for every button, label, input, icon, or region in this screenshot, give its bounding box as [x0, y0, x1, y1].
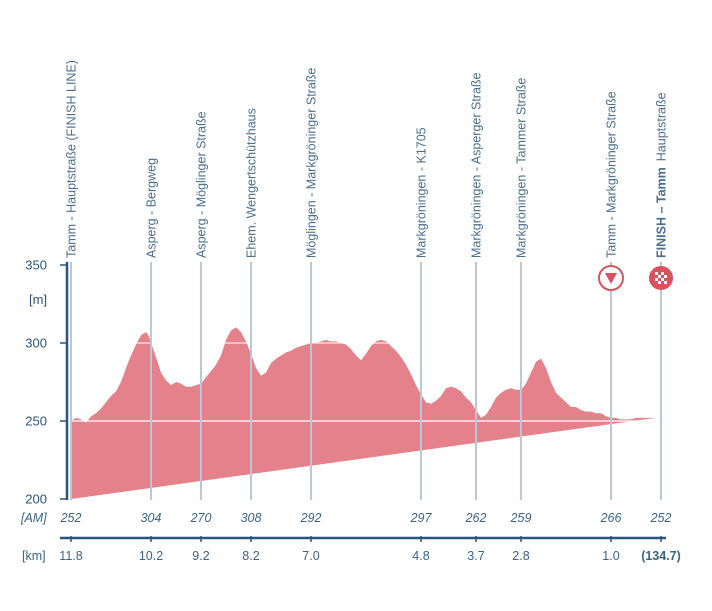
waypoint-km-value: 4.8 [412, 549, 429, 563]
waypoint-altitude-value: 262 [465, 511, 487, 525]
waypoint-altitude-value: 259 [510, 511, 532, 525]
y-axis-unit-label: [m] [29, 292, 47, 307]
waypoint-altitude-value: 308 [241, 511, 262, 525]
axes-layer: 200 250 300 350 [25, 258, 666, 542]
km-row-label: [km] [22, 549, 46, 563]
waypoint-km-value: 7.0 [302, 549, 319, 563]
waypoint-km-value: 2.8 [512, 549, 529, 563]
red-triangle-circle-icon [598, 265, 624, 291]
waypoint-altitude-value: 304 [141, 511, 162, 525]
route-markers [598, 265, 673, 291]
waypoint-name-label: Asperg - Bergweg [145, 158, 159, 258]
waypoint-altitude-value: 297 [410, 511, 433, 525]
waypoint-name-label: Asperg - Möglinger Straße [195, 111, 209, 258]
altitude-row-label: [AM] [20, 511, 47, 525]
waypoint-name-label: Markgröningen - K1705 [415, 127, 429, 258]
y-axis-tick-label: 300 [25, 336, 47, 351]
waypoint-name-label: Markgröningen - Asperger Straße [470, 72, 484, 258]
y-axis-tick-label: 350 [25, 258, 47, 273]
waypoint-km-value: 10.2 [139, 549, 163, 563]
waypoint-km-value: 3.7 [467, 549, 484, 563]
waypoint-altitude-value: 252 [650, 511, 672, 525]
y-axis-tick-label: 250 [25, 414, 47, 429]
checkered-flag-circle-icon [649, 266, 673, 290]
waypoint-km-value: 11.8 [59, 549, 82, 563]
waypoint-name-label: Tamm - Hauptstraße (FINISH LINE) [65, 60, 79, 258]
waypoint-leader-lines [70, 262, 662, 500]
waypoint-km-value: 9.2 [192, 549, 209, 563]
waypoint-altitude-value: 292 [300, 511, 322, 525]
finish-label-bold: FINISH – Tamm [655, 167, 669, 258]
waypoint-name-label: Tamm - Markgröninger Straße [605, 91, 619, 258]
waypoint-altitude-value: 252 [60, 511, 82, 525]
waypoint-name-label: FINISH – Tamm Hauptstraße [655, 92, 669, 258]
elevation-profile-area [71, 327, 656, 499]
waypoint-name-label: Markgröningen - Tammer Straße [515, 78, 529, 258]
finish-label-rest: Hauptstraße [655, 92, 669, 161]
waypoint-km-value: (134.7) [641, 549, 681, 563]
waypoint-name-label: Ehem. Wengertschützhaus [245, 108, 259, 258]
waypoint-km-value: 8.2 [242, 549, 259, 563]
waypoint-altitude-value: 266 [600, 511, 622, 525]
waypoint-km-value: 1.0 [602, 549, 619, 563]
waypoint-labels: Tamm - Hauptstraße (FINISH LINE) 252 11.8 A… [59, 60, 681, 563]
waypoint-altitude-value: 270 [190, 511, 212, 525]
waypoint-name-label: Möglingen - Markgröninger Straße [305, 68, 319, 258]
y-axis-tick-label: 200 [25, 492, 47, 507]
